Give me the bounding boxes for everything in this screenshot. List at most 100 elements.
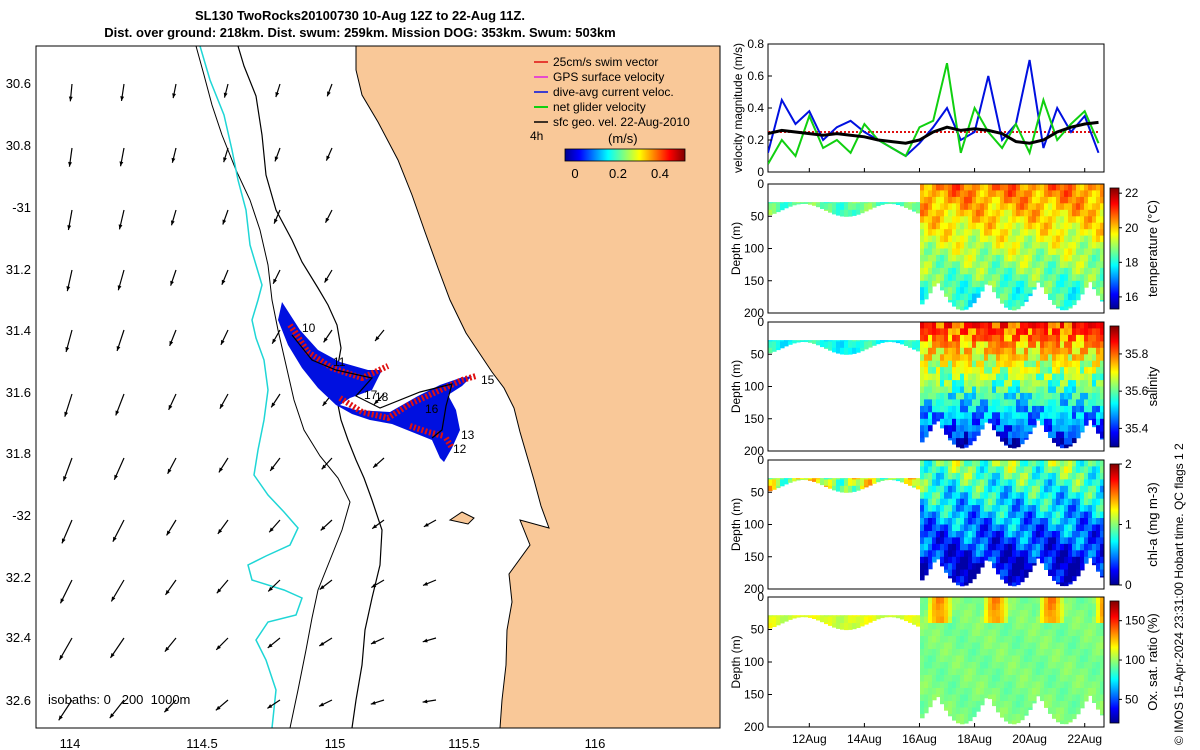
- section-cell: [776, 202, 781, 204]
- section-cell: [1088, 460, 1093, 467]
- section-cell: [832, 485, 837, 491]
- section-cell: [1100, 472, 1104, 480]
- section-cell: [992, 235, 997, 243]
- section-cell: [772, 485, 777, 490]
- section-cell: [1036, 235, 1041, 243]
- section-cell: [1048, 649, 1053, 657]
- section-cell: [808, 340, 813, 342]
- section-cell: [1004, 563, 1009, 571]
- section-cell: [1076, 675, 1081, 683]
- section-cell: [1088, 498, 1093, 506]
- section-cell: [996, 287, 1001, 295]
- section-cell: [1056, 576, 1061, 584]
- section-cell: [992, 655, 997, 663]
- section-cell: [1048, 668, 1053, 676]
- section-cell: [988, 267, 993, 275]
- section-cell: [952, 261, 957, 269]
- section-cell: [984, 412, 989, 420]
- section-cell: [932, 229, 937, 237]
- legend-swim: 25cm/s swim vector: [553, 55, 658, 69]
- geo-arrow: [274, 147, 281, 162]
- section-cell: [952, 418, 957, 426]
- section-cell: [988, 196, 993, 204]
- section-cell: [1008, 563, 1013, 571]
- section-cell: [1060, 367, 1065, 375]
- section-cell: [924, 511, 929, 519]
- section-cell: [940, 254, 945, 262]
- section-cell: [1060, 254, 1065, 262]
- section-cell: [1100, 675, 1104, 683]
- section-cell: [852, 615, 857, 618]
- section-cell: [888, 203, 893, 204]
- section-cell: [1064, 293, 1069, 301]
- section-cell: [956, 293, 961, 301]
- section-cell: [896, 478, 901, 480]
- section-cell: [1052, 216, 1057, 224]
- section-cell: [1084, 216, 1089, 224]
- section-cell: [1020, 668, 1025, 676]
- section-cell: [1024, 642, 1029, 650]
- section-cell: [996, 242, 1001, 250]
- section-cell: [1056, 354, 1061, 362]
- section-cell: [1040, 675, 1045, 683]
- section-cell: [932, 649, 937, 657]
- section-cell: [972, 629, 977, 637]
- section-ytick-label: 200: [744, 720, 764, 734]
- section-cell: [1028, 498, 1033, 506]
- section-cell: [932, 322, 937, 329]
- section-cell: [968, 597, 973, 605]
- section-cell: [1060, 668, 1065, 676]
- section-cell: [912, 615, 917, 618]
- section-cell: [1088, 261, 1093, 269]
- section-cell: [884, 478, 889, 480]
- section-cell: [972, 412, 977, 420]
- section-cell: [1064, 184, 1069, 191]
- section-cell: [1052, 550, 1057, 558]
- section-cell: [952, 610, 957, 618]
- section-cell: [964, 701, 969, 709]
- section-cell: [864, 203, 869, 211]
- section-cell: [920, 386, 925, 394]
- section-cell: [1004, 636, 1009, 644]
- section-cell: [808, 615, 813, 618]
- section-cell: [1080, 681, 1085, 689]
- section-cell: [1008, 681, 1013, 689]
- section-cell: [976, 386, 981, 394]
- section-cell: [1024, 373, 1029, 381]
- geo-arrow: [59, 579, 73, 604]
- section-cell: [1076, 347, 1081, 355]
- section-cell: [988, 694, 993, 700]
- section-cell: [924, 293, 929, 300]
- section-cell: [1020, 524, 1025, 532]
- section-cell: [956, 655, 961, 663]
- section-cell: [940, 518, 945, 526]
- section-cell: [1100, 636, 1104, 644]
- section-cell: [1052, 300, 1057, 305]
- geo-arrow: [109, 699, 125, 719]
- section-cell: [1024, 242, 1029, 250]
- section-cell: [1080, 293, 1085, 295]
- section-cell: [1024, 184, 1029, 191]
- section-cell: [1028, 354, 1033, 362]
- section-cell: [1040, 531, 1045, 538]
- section-cell: [1084, 242, 1089, 250]
- section-cell: [1040, 655, 1045, 663]
- section-cell: [1052, 485, 1057, 493]
- geo-arrow: [223, 147, 229, 163]
- section-cell: [1012, 537, 1017, 545]
- section-cell: [924, 248, 929, 256]
- section-cell: [1048, 242, 1053, 250]
- section-cell: [1076, 418, 1081, 426]
- section-cell: [1024, 636, 1029, 644]
- section-cell: [936, 518, 941, 526]
- section-cell: [1044, 563, 1049, 570]
- section-cell: [1004, 367, 1009, 375]
- section-ytick-label: 150: [744, 550, 764, 564]
- section-cell: [968, 707, 973, 715]
- section-cell: [864, 485, 869, 488]
- section-cell: [1052, 576, 1057, 581]
- section-cell: [964, 603, 969, 611]
- section-cell: [1084, 405, 1089, 413]
- section-cell: [920, 569, 925, 577]
- section-cell: [836, 340, 841, 342]
